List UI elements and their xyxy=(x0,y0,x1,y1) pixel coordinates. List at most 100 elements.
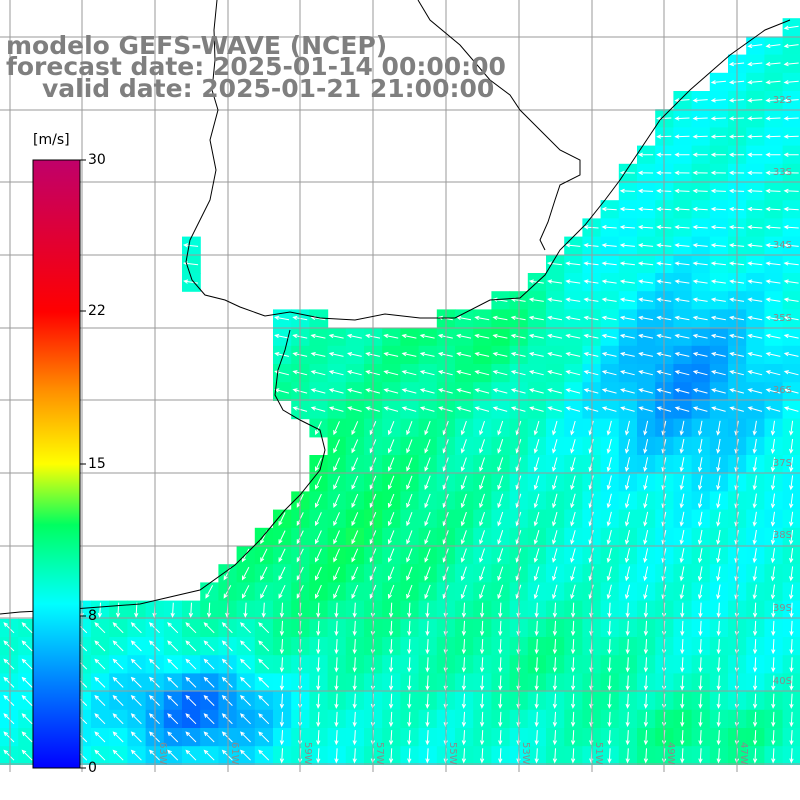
wind-arrow xyxy=(697,438,703,454)
wind-arrow xyxy=(783,152,799,157)
wind-arrow xyxy=(752,693,758,709)
wind-arrow xyxy=(716,566,721,582)
wind-arrow xyxy=(94,713,106,725)
wind-arrow xyxy=(315,584,322,599)
wind-arrow xyxy=(552,530,558,545)
wind-arrow xyxy=(492,315,508,321)
lon-label: 63W xyxy=(157,742,168,765)
wind-arrow xyxy=(310,333,326,339)
wind-arrow xyxy=(258,658,270,670)
wind-arrow xyxy=(316,730,321,746)
wind-arrow xyxy=(752,548,757,564)
wind-arrow xyxy=(534,711,539,728)
wind-arrow xyxy=(387,566,395,581)
wind-arrow xyxy=(692,206,708,212)
wind-arrow xyxy=(479,566,485,581)
wind-arrow xyxy=(606,420,612,436)
wind-arrow xyxy=(619,352,635,357)
wind-arrow xyxy=(203,640,215,652)
wind-arrow xyxy=(565,243,581,248)
wind-arrow xyxy=(771,602,776,618)
wind-arrow xyxy=(710,370,726,376)
wind-arrow xyxy=(260,566,268,581)
wind-arrow xyxy=(315,512,322,527)
wind-arrow xyxy=(698,748,703,764)
wind-arrow xyxy=(637,243,654,248)
wind-arrow xyxy=(674,225,690,230)
wind-arrow xyxy=(637,225,654,230)
wind-arrow xyxy=(570,566,576,582)
wind-arrow xyxy=(565,333,581,339)
wind-arrow xyxy=(258,676,270,688)
wind-arrow xyxy=(203,749,215,761)
wind-arrow xyxy=(552,584,558,600)
wind-arrow xyxy=(716,730,721,746)
wind-arrow xyxy=(747,352,763,357)
wind-arrow xyxy=(352,639,357,655)
wind-arrow xyxy=(747,279,763,284)
wind-arrow xyxy=(547,333,563,339)
wind-arrow xyxy=(203,713,215,725)
wind-arrow xyxy=(674,134,690,139)
wind-arrow xyxy=(570,748,576,764)
wind-arrow xyxy=(674,243,690,248)
wind-arrow xyxy=(697,493,703,509)
wind-arrow xyxy=(167,658,179,670)
wind-arrow xyxy=(528,352,544,357)
wind-arrow xyxy=(315,530,322,545)
wind-arrow xyxy=(606,457,612,473)
wind-arrow xyxy=(185,749,197,761)
wind-arrow xyxy=(383,370,399,376)
wind-arrow xyxy=(765,43,781,49)
wind-arrow xyxy=(765,116,781,121)
wind-arrow xyxy=(425,657,430,673)
wind-arrow xyxy=(316,711,321,728)
wind-arrow xyxy=(425,602,430,618)
wind-arrow xyxy=(698,730,703,746)
wind-arrow xyxy=(643,602,649,618)
wind-arrow xyxy=(474,315,490,321)
wind-arrow xyxy=(710,80,726,85)
wind-arrow xyxy=(388,693,394,709)
wind-arrow xyxy=(461,748,467,764)
wind-arrow xyxy=(625,639,630,655)
wind-arrow xyxy=(316,748,321,764)
lon-label: 51W xyxy=(593,742,604,765)
wind-arrow xyxy=(407,693,412,709)
forecast-date: forecast date: 2025-01-14 00:00:00 xyxy=(6,52,506,81)
wind-arrow xyxy=(333,584,340,599)
wind-arrow xyxy=(547,370,563,376)
wind-arrow xyxy=(424,511,431,527)
wind-arrow xyxy=(692,261,708,266)
wind-arrow xyxy=(680,657,685,673)
wind-arrow xyxy=(752,493,757,509)
wind-arrow xyxy=(692,333,708,339)
wind-arrow xyxy=(625,711,630,728)
colorbar-tick-0: 0 xyxy=(88,760,97,776)
wind-arrow xyxy=(407,711,412,728)
wind-arrow xyxy=(552,420,558,436)
wind-arrow xyxy=(333,512,340,527)
wind-arrow xyxy=(424,420,431,436)
wind-arrow xyxy=(479,711,485,728)
wind-arrow xyxy=(167,749,179,761)
wind-arrow xyxy=(460,511,467,527)
wind-arrow xyxy=(497,439,504,454)
wind-arrow xyxy=(479,457,485,472)
wind-arrow xyxy=(460,584,467,600)
wind-arrow xyxy=(606,548,612,564)
wind-arrow xyxy=(752,748,758,764)
wind-arrow xyxy=(674,116,690,121)
wind-arrow xyxy=(352,730,357,746)
lat-label: 34S xyxy=(772,240,792,251)
wind-arrow xyxy=(94,749,106,761)
wind-arrow xyxy=(351,421,359,436)
wind-arrow xyxy=(679,457,685,473)
wind-arrow xyxy=(279,639,285,655)
wind-arrow xyxy=(624,420,630,436)
wind-arrow xyxy=(716,675,721,691)
wind-arrow xyxy=(21,694,33,706)
wind-arrow xyxy=(479,693,485,709)
wind-arrow xyxy=(425,730,430,746)
wind-arrow xyxy=(710,225,726,230)
